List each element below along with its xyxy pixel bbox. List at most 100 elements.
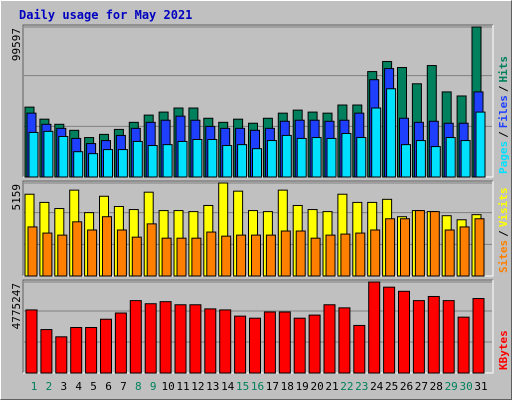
bar (400, 218, 410, 277)
bar (475, 111, 486, 178)
x-tick-label: 27 (415, 380, 428, 393)
bar (311, 137, 322, 178)
x-tick-label: 30 (459, 380, 472, 393)
bar (323, 304, 336, 374)
bar (338, 307, 351, 374)
chart-title: Daily usage for May 2021 (19, 8, 192, 22)
bar (207, 138, 218, 178)
bar (459, 226, 470, 277)
bar (263, 311, 276, 374)
x-tick-label: 2 (46, 380, 53, 393)
bar (430, 146, 441, 178)
bar (385, 218, 396, 277)
x-tick-label: 17 (266, 380, 279, 393)
y-tick-label: 99597 (10, 28, 23, 61)
bar (414, 210, 425, 277)
bar (444, 229, 455, 277)
bar (100, 318, 112, 374)
bar (251, 234, 261, 277)
bar (340, 233, 351, 277)
bar (42, 232, 53, 277)
bar (176, 237, 187, 277)
bar (355, 232, 366, 277)
bar (55, 336, 68, 374)
panel-shadow (22, 279, 493, 373)
legend-label: Pages (497, 141, 510, 174)
x-tick-label: 16 (251, 380, 264, 393)
x-tick-label: 6 (105, 380, 112, 393)
x-tick-label: 15 (236, 380, 249, 393)
bar (57, 234, 68, 277)
bar (117, 149, 128, 178)
bar (25, 309, 38, 374)
x-tick-label: 7 (120, 380, 127, 393)
x-tick-label: 25 (385, 380, 398, 393)
legend-label: KBytes (497, 330, 510, 370)
bar (102, 216, 112, 277)
bar (442, 300, 455, 374)
bar (87, 229, 98, 277)
x-tick-label: 29 (445, 380, 458, 393)
bar (237, 144, 248, 178)
bar (146, 223, 157, 277)
bar (103, 149, 113, 178)
x-tick-label: 11 (176, 380, 189, 393)
x-tick-label: 5 (90, 380, 97, 393)
bar (114, 312, 127, 374)
x-tick-label: 3 (60, 380, 67, 393)
bar (43, 130, 54, 178)
bar (368, 281, 381, 374)
bar (249, 317, 261, 374)
legend-label: Hits (497, 56, 510, 83)
bar (131, 236, 142, 277)
bar (326, 137, 337, 178)
legend-separator: / (497, 131, 510, 138)
bar (192, 138, 203, 178)
bar (189, 304, 202, 374)
bar (144, 303, 157, 374)
bar (234, 315, 247, 374)
bar (28, 131, 39, 178)
x-tick-label: 12 (191, 380, 204, 393)
x-tick-label: 23 (355, 380, 368, 393)
legend: Sites / Visits (497, 188, 510, 274)
bar (353, 324, 366, 374)
bar (401, 144, 411, 178)
bar (252, 148, 262, 178)
x-tick-label: 18 (281, 380, 294, 393)
legend-label: Files (497, 95, 510, 128)
bar (308, 314, 321, 374)
bar (370, 229, 381, 277)
bar (206, 231, 217, 277)
x-tick-label: 26 (400, 380, 413, 393)
x-tick-label: 24 (370, 380, 384, 393)
bar (70, 327, 83, 374)
y-tick-label: 4775247 (10, 283, 23, 329)
bar (204, 308, 217, 374)
x-tick-label: 13 (206, 380, 219, 393)
bar (281, 134, 292, 178)
bar (159, 301, 172, 374)
bar (310, 237, 321, 277)
bar (325, 234, 336, 277)
bar (412, 300, 425, 374)
bar (129, 300, 142, 374)
bar (219, 309, 232, 374)
bar (356, 137, 367, 178)
bar (161, 237, 172, 277)
legend: Pages / Files / Hits (497, 56, 510, 174)
bar (73, 151, 84, 178)
bar (222, 145, 233, 178)
bar (278, 311, 291, 374)
bar (72, 221, 83, 277)
legend-separator: / (497, 230, 510, 237)
x-tick-label: 31 (474, 380, 487, 393)
bar (147, 145, 158, 178)
bar (174, 304, 187, 374)
bar (386, 88, 397, 178)
bar (295, 230, 306, 277)
legend-separator: / (497, 85, 510, 92)
bar (415, 140, 426, 178)
